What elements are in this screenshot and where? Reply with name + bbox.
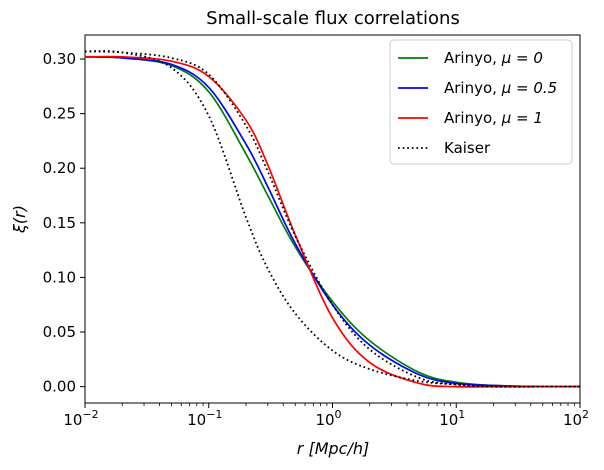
y-tick-label: 0.00 — [43, 378, 76, 396]
x-tick-label: 101 — [439, 408, 465, 429]
legend-label-0: Arinyo, μ = 0 — [444, 49, 543, 67]
y-axis: 0.00 0.05 0.10 0.15 0.20 0.25 0.30 — [43, 50, 85, 396]
y-tick-label: 0.30 — [43, 50, 76, 68]
y-tick-label: 0.20 — [43, 159, 76, 177]
series-line-4 — [85, 50, 580, 388]
x-tick-label: 10−1 — [187, 408, 222, 429]
legend-box — [389, 39, 573, 165]
y-tick-label: 0.05 — [43, 323, 76, 341]
legend-label-2: Arinyo, μ = 1 — [444, 109, 543, 127]
x-axis: 10−2 10−1 100 101 102 — [63, 403, 589, 429]
series-line-3 — [85, 50, 580, 388]
x-tick-label: 10−2 — [63, 408, 98, 429]
y-tick-label: 0.10 — [43, 268, 76, 286]
y-tick-label: 0.15 — [43, 214, 76, 232]
x-tick-label: 102 — [563, 408, 589, 429]
legend: Arinyo, μ = 0 Arinyo, μ = 0.5 Arinyo, μ = … — [389, 39, 573, 165]
chart-title: Small-scale flux correlations — [206, 8, 460, 29]
x-axis-label: r [Mpc/h] — [297, 439, 369, 458]
legend-label-3: Kaiser — [444, 139, 491, 157]
x-tick-label: 100 — [315, 408, 341, 429]
y-tick-label: 0.25 — [43, 105, 76, 123]
y-axis-label: ξ(r) — [10, 205, 29, 234]
series-layer — [85, 50, 580, 388]
legend-label-1: Arinyo, μ = 0.5 — [444, 79, 557, 97]
